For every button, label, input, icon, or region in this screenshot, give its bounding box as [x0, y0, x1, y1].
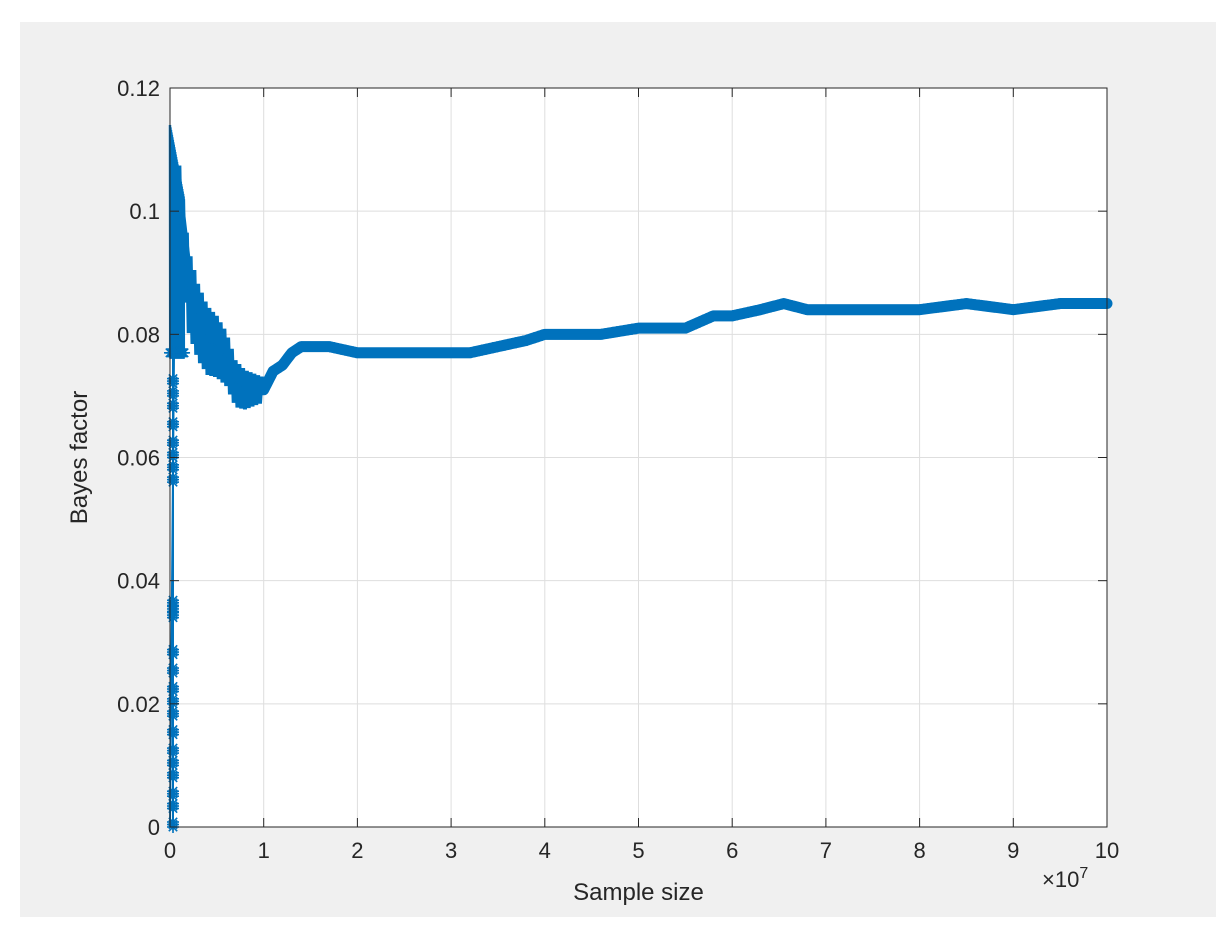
x-tick-label: 2 — [351, 838, 363, 863]
x-tick-label: 3 — [445, 838, 457, 863]
y-tick-label: 0.06 — [117, 446, 160, 471]
x-tick-label: 6 — [726, 838, 738, 863]
x-tick-label: 10 — [1095, 838, 1119, 863]
x-exponent-label: ×107 — [1042, 865, 1088, 892]
series-line — [169, 211, 1107, 828]
asterisk-marker — [167, 723, 179, 736]
x-tick-label: 5 — [632, 838, 644, 863]
series-spike-path — [168, 124, 186, 353]
y-axis-label: Bayes factor — [66, 391, 93, 524]
asterisk-marker — [167, 816, 179, 828]
x-tick-label: 1 — [258, 838, 270, 863]
x-exponent-base: ×10 — [1042, 867, 1079, 892]
x-tick-label: 4 — [539, 838, 551, 863]
y-tick-label: 0.08 — [117, 322, 160, 347]
asterisk-marker — [167, 594, 179, 607]
asterisk-marker — [178, 346, 191, 359]
asterisk-marker — [167, 680, 179, 693]
y-tick-label: 0.04 — [117, 569, 160, 594]
x-tick-label: 7 — [820, 838, 832, 863]
x-tick-label: 8 — [913, 838, 925, 863]
y-ticks: 0 0.02 0.04 0.06 0.08 0.1 0.12 — [117, 76, 1107, 840]
asterisk-marker — [167, 643, 179, 656]
x-ticks: 0 1 2 3 4 5 6 7 8 9 10 — [164, 88, 1119, 863]
y-tick-label: 0 — [148, 815, 160, 840]
y-tick-label: 0.02 — [117, 692, 160, 717]
y-tick-label: 0.1 — [129, 199, 160, 224]
x-axis-label: Sample size — [573, 879, 704, 906]
y-tick-label: 0.12 — [117, 76, 160, 101]
x-tick-label: 9 — [1007, 838, 1019, 863]
x-exponent-power: 7 — [1079, 865, 1088, 882]
x-tick-label: 0 — [164, 838, 176, 863]
